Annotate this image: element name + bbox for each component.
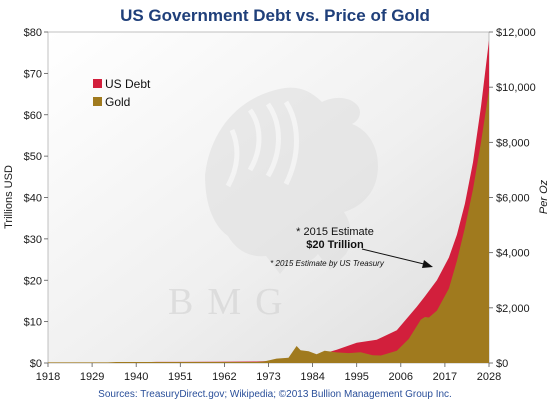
x-tick-label: 1940 — [124, 371, 148, 383]
right-axis: $0 $2,000 $4,000 $6,000 $8,000 $10,000 $12,000 — [489, 27, 536, 370]
right-axis-title: Per Oz — [538, 179, 550, 214]
x-tick-label: 2006 — [389, 371, 413, 383]
bmg-watermark-logo: BMG — [168, 87, 378, 323]
lion-mane-lines — [225, 100, 299, 188]
right-tick-label: $10,000 — [496, 82, 536, 94]
estimate-arrow-line — [361, 248, 429, 266]
left-tick-label: $50 — [24, 151, 42, 163]
x-tick-label: 1918 — [36, 371, 60, 383]
estimate-line2: $20 Trillion — [306, 239, 364, 251]
legend-label-gold: Gold — [105, 95, 130, 109]
x-tick-label: 2028 — [477, 371, 501, 383]
x-tick-label: 1962 — [212, 371, 236, 383]
x-tick-label: 1929 — [80, 371, 104, 383]
left-tick-label: $10 — [24, 317, 42, 329]
left-tick-label: $40 — [24, 193, 42, 205]
x-tick-label: 1951 — [168, 371, 192, 383]
right-tick-label: $4,000 — [496, 248, 530, 260]
watermark-text: BMG — [168, 281, 297, 323]
legend: US Debt Gold — [93, 77, 151, 109]
x-tick-label: 2017 — [433, 371, 457, 383]
estimate-annotation: * 2015 Estimate $20 Trillion * 2015 Esti… — [270, 226, 433, 268]
left-tick-label: $0 — [30, 358, 42, 370]
right-tick-label: $2,000 — [496, 303, 530, 315]
right-tick-label: $12,000 — [496, 27, 536, 39]
left-axis: $0 $10 $20 $30 $40 $50 $60 $70 $80 — [24, 27, 48, 370]
x-tick-label: 1984 — [300, 371, 324, 383]
estimate-arrow-head — [422, 260, 433, 268]
right-tick-label: $8,000 — [496, 137, 530, 149]
estimate-line1: * 2015 Estimate — [296, 226, 374, 238]
x-tick-label: 1973 — [256, 371, 280, 383]
x-axis: 1918 1929 1940 1951 1962 1973 1984 1995 2006 2017… — [36, 363, 501, 383]
series-areas — [48, 40, 489, 364]
left-tick-label: $80 — [24, 27, 42, 39]
right-tick-label: $0 — [496, 358, 508, 370]
right-tick-label: $6,000 — [496, 193, 530, 205]
left-tick-label: $70 — [24, 68, 42, 80]
lion-silhouette — [205, 87, 378, 275]
legend-swatch-us-debt — [93, 79, 102, 88]
chart-title: US Government Debt vs. Price of Gold — [120, 6, 430, 25]
left-tick-label: $60 — [24, 110, 42, 122]
source-credit: Sources: TreasuryDirect.gov; Wikipedia; … — [98, 389, 452, 400]
legend-swatch-gold — [93, 97, 102, 106]
left-tick-label: $30 — [24, 234, 42, 246]
legend-label-us-debt: US Debt — [105, 77, 151, 91]
estimate-note: * 2015 Estimate by US Treasury — [270, 259, 385, 268]
area-series-gold — [48, 89, 489, 364]
left-tick-label: $20 — [24, 275, 42, 287]
x-tick-label: 1995 — [344, 371, 368, 383]
left-axis-title: Trillions USD — [3, 165, 15, 229]
